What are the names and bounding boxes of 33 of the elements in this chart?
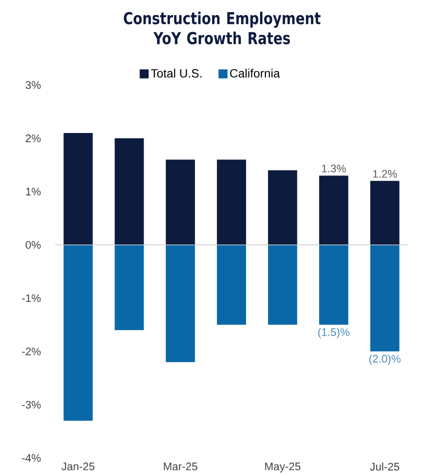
bar — [114, 244, 144, 330]
x-tick-label: Jul-25 — [370, 462, 400, 471]
bar — [216, 244, 246, 325]
bar — [64, 132, 93, 245]
bar — [64, 244, 93, 421]
bar — [319, 176, 348, 245]
y-tick-label: -1% — [22, 294, 41, 302]
data-label: (1.5)% — [318, 328, 350, 338]
bar — [216, 160, 246, 245]
bar — [166, 244, 195, 362]
x-tick-label: May-25 — [265, 462, 300, 472]
bar — [370, 244, 400, 352]
bar — [268, 170, 298, 245]
y-tick-label: 1% — [26, 188, 41, 196]
legend-label: California — [230, 68, 280, 78]
chart-title: Construction Employment YoY Growth Rates — [124, 12, 321, 44]
legend-label: Total U.S. — [150, 68, 202, 78]
bar — [166, 160, 195, 245]
data-label: 1.2% — [373, 170, 397, 178]
data-label: 1.3% — [322, 164, 346, 172]
x-tick-label: Mar-25 — [164, 462, 198, 470]
y-tick-label: -3% — [22, 400, 41, 409]
bar — [319, 244, 348, 325]
y-tick-label: 3% — [26, 81, 41, 89]
y-tick-label: -4% — [22, 454, 41, 462]
bar — [114, 138, 144, 245]
y-tick-label: 0% — [26, 240, 41, 249]
data-label: (2.0)% — [369, 354, 401, 365]
bar — [268, 244, 298, 325]
bar — [370, 180, 400, 245]
x-tick-label: Jan-25 — [62, 462, 94, 470]
y-tick-label: -2% — [22, 348, 41, 356]
y-tick-label: 2% — [26, 134, 41, 142]
